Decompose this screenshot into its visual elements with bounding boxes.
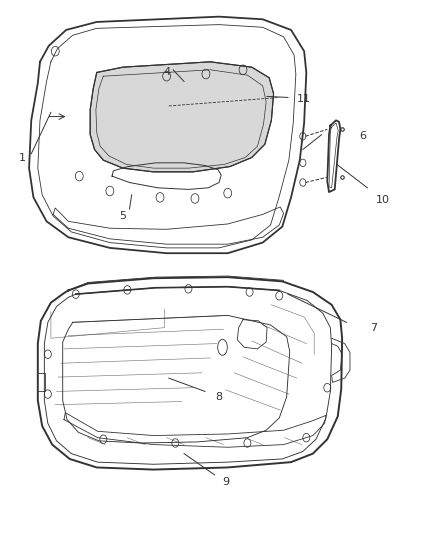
Text: 7: 7 — [371, 322, 378, 333]
Text: 6: 6 — [360, 131, 367, 141]
Text: 10: 10 — [376, 195, 390, 205]
Text: 5: 5 — [120, 211, 127, 221]
Polygon shape — [90, 62, 274, 172]
Text: 8: 8 — [215, 392, 223, 402]
Text: 4: 4 — [163, 68, 170, 77]
Text: 9: 9 — [222, 477, 229, 487]
Text: 11: 11 — [297, 94, 311, 104]
Text: 1: 1 — [19, 152, 26, 163]
